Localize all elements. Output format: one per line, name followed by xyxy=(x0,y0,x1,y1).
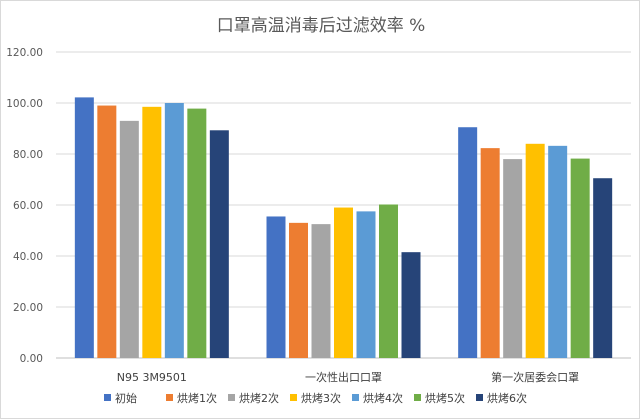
x-axis: N95 3M9501 一次性出口口罩 第一次居委会口罩 xyxy=(117,370,579,384)
bar xyxy=(593,178,613,358)
legend-swatch xyxy=(166,394,173,401)
bar xyxy=(503,159,523,358)
bar xyxy=(356,211,376,358)
bar xyxy=(311,224,331,358)
legend-swatch xyxy=(104,394,111,401)
y-tick-label: 60.00 xyxy=(13,200,43,212)
legend-swatch xyxy=(414,394,421,401)
legend-label: 烘烤6次 xyxy=(487,391,527,405)
y-tick-label: 120.00 xyxy=(6,47,43,59)
y-tick-label: 20.00 xyxy=(13,302,43,314)
bar xyxy=(525,143,545,358)
bar xyxy=(379,204,398,358)
legend-swatch xyxy=(290,394,297,401)
bar xyxy=(458,127,478,358)
legend-label: 烘烤4次 xyxy=(363,391,403,405)
legend-label: 烘烤1次 xyxy=(177,391,217,405)
legend-swatch xyxy=(476,394,483,401)
legend-label: 烘烤2次 xyxy=(239,391,279,405)
bar xyxy=(334,207,353,358)
bar xyxy=(480,148,500,358)
bar xyxy=(97,105,117,358)
y-tick-label: 80.00 xyxy=(13,149,43,161)
bar xyxy=(74,97,94,358)
bar xyxy=(570,158,590,358)
y-tick-label: 100.00 xyxy=(6,98,43,110)
legend-swatch xyxy=(228,394,235,401)
x-tick-label: N95 3M9501 xyxy=(117,371,187,384)
bar xyxy=(289,222,308,358)
bar xyxy=(119,120,139,358)
bar xyxy=(142,106,162,358)
bar xyxy=(401,252,421,358)
bar xyxy=(548,145,568,358)
legend: 初始 烘烤1次 烘烤2次 烘烤3次 烘烤4次 烘烤5次 烘烤6次 xyxy=(104,391,527,405)
y-tick-label: 0.00 xyxy=(20,353,43,365)
chart-title: 口罩高温消毒后过滤效率 % xyxy=(217,16,426,36)
bar xyxy=(209,130,229,358)
bars xyxy=(74,97,613,358)
legend-swatch xyxy=(352,394,359,401)
y-tick-label: 40.00 xyxy=(13,251,43,263)
bar xyxy=(187,108,207,358)
legend-label: 初始 xyxy=(115,391,137,405)
bar xyxy=(164,103,184,358)
x-tick-label: 一次性出口口罩 xyxy=(305,370,382,384)
x-tick-label: 第一次居委会口罩 xyxy=(491,370,579,384)
legend-label: 烘烤5次 xyxy=(425,391,465,405)
bar xyxy=(266,216,286,358)
y-axis: 0.00 20.00 40.00 60.00 80.00 100.00 120.00 xyxy=(6,47,43,365)
legend-label: 烘烤3次 xyxy=(301,391,341,405)
